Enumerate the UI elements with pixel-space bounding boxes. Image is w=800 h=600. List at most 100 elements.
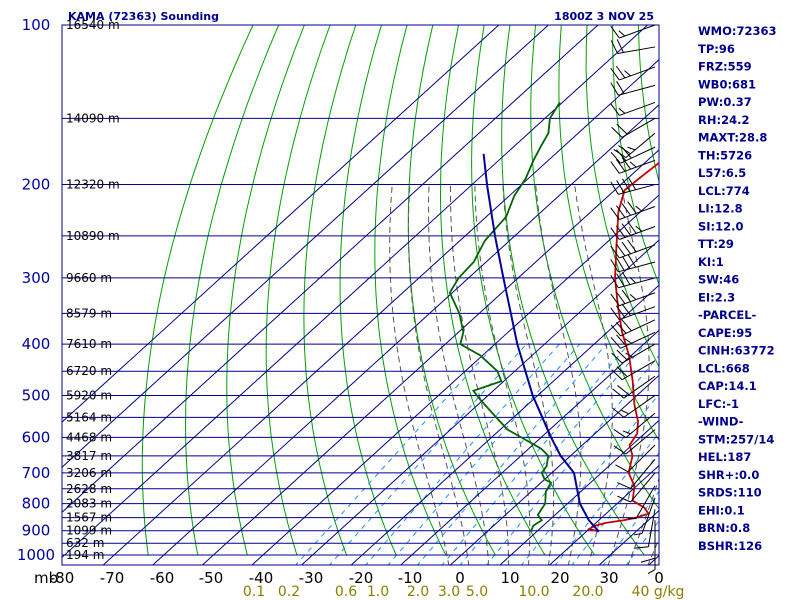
wind-barb (610, 101, 656, 116)
mixing-ratio-line (387, 343, 581, 565)
wind-barb-flag (610, 307, 620, 320)
index-value: WMO:72363 (698, 24, 777, 38)
wind-barb (640, 520, 656, 563)
wind-barb-flag (610, 337, 621, 349)
wind-barb-staff (630, 472, 656, 503)
wind-barb-flag (616, 80, 625, 94)
wind-barb (610, 65, 656, 81)
moist-adiabat (407, 184, 470, 565)
isotherm-line (62, 25, 599, 513)
wind-barb-flag (610, 259, 619, 273)
moist-adiabat (627, 476, 659, 565)
index-value: TT:29 (698, 237, 734, 251)
height-label: 4468 m (66, 430, 112, 444)
wind-barb (610, 254, 656, 273)
wind-barb-flag (616, 257, 625, 271)
wind-barb-flag (610, 227, 620, 240)
mixing-ratio-line (441, 343, 629, 565)
wind-barb (610, 157, 656, 174)
index-value: BSHR:126 (698, 539, 762, 553)
temperature-tick-label: -60 (150, 569, 175, 587)
wind-barb-flag (610, 67, 620, 81)
height-label: 9660 m (66, 271, 112, 285)
index-value: LCL:774 (698, 184, 750, 198)
wind-barb-flag (616, 149, 627, 161)
wind-barb (633, 509, 656, 549)
wind-barb-flag (615, 243, 626, 257)
mixing-ratio-line (625, 519, 659, 565)
moist-adiabat (502, 184, 555, 565)
wind-barb (610, 289, 656, 307)
wind-barb-staff (619, 66, 656, 81)
wind-barb-flag (616, 39, 624, 53)
wind-barb-flag (615, 159, 626, 172)
height-label: 1567 m (66, 511, 112, 525)
dry-adiabat (339, 25, 397, 556)
wind-barb-staff (641, 497, 656, 534)
wind-barb (610, 24, 656, 39)
wind-barb-flag (621, 289, 631, 302)
wind-barb-staff (621, 360, 656, 381)
wind-barb (627, 485, 656, 520)
mixing-ratio-line (328, 343, 527, 565)
mixing-ratio-line (365, 343, 560, 565)
height-label: 10890 m (66, 229, 120, 243)
wind-barb (610, 331, 656, 349)
dry-adiabat (374, 25, 447, 556)
wind-barb-flag (616, 366, 628, 378)
pressure-tick-label: 200 (22, 176, 51, 194)
height-label: 2083 m (66, 497, 112, 511)
wind-barb-flag (629, 293, 637, 300)
wind-barb-staff (619, 206, 656, 220)
wind-barb-staff (620, 146, 656, 164)
parcel-path (482, 153, 600, 533)
index-value: RH:24.2 (698, 113, 749, 127)
mixing-ratio-label: 0.6 (335, 584, 357, 600)
wind-barb-flag (621, 223, 631, 236)
temperature-tick-label: -50 (199, 569, 224, 587)
wind-barb-flag (627, 201, 637, 214)
wind-barb-flag (615, 305, 626, 318)
index-value: L57:6.5 (698, 166, 746, 180)
wind-barb-staff (619, 24, 656, 39)
sounding-indices: WMO:72363 TP:96 FRZ:559 WB0:681 PW:0.37 RH:24… (698, 24, 777, 553)
isotherm-line (548, 464, 659, 565)
moist-adiabat (474, 184, 531, 565)
wind-barb-flag (615, 464, 629, 473)
dewpoint-profile (448, 101, 561, 532)
pressure-tick-label: 1000 (17, 546, 55, 564)
index-value: CAPE:95 (698, 326, 752, 340)
wind-barb (611, 117, 656, 138)
wind-barb-flag (610, 293, 620, 307)
wind-barb-flag (621, 303, 631, 316)
wind-barb-staff (618, 277, 656, 289)
temperature-profile (586, 161, 659, 533)
wind-barb-flag (616, 322, 627, 334)
index-value: WB0:681 (698, 77, 756, 91)
wind-barb (617, 459, 656, 489)
wind-barb-staff (647, 509, 656, 547)
pressure-tick-label: 500 (22, 386, 51, 404)
wind-barb-flag (610, 274, 619, 288)
wind-barb-staff (618, 261, 656, 273)
pressure-tick-label: 900 (22, 522, 51, 540)
index-value: TH:5726 (698, 148, 752, 162)
wind-barb-flag (616, 123, 628, 135)
dry-adiabat (767, 25, 800, 555)
dry-adiabat (439, 25, 546, 556)
temperature-tick-label: 30 (599, 569, 618, 587)
index-value: SW:46 (698, 273, 739, 287)
isotherm-line (251, 194, 659, 565)
isotherms (62, 25, 659, 565)
wind-barb-flag (618, 30, 626, 37)
height-label: 5920 m (66, 388, 112, 402)
mixing-ratio-line (520, 393, 659, 565)
wind-barb (610, 319, 656, 337)
wind-barb (611, 343, 656, 364)
wind-barb-staff (620, 331, 656, 349)
wind-barb-flag (617, 385, 630, 396)
temperature-tick-label: -70 (100, 569, 125, 587)
wind-barb-flag (627, 254, 637, 268)
wind-barbs (610, 24, 656, 574)
index-value: PW:0.37 (698, 95, 752, 109)
